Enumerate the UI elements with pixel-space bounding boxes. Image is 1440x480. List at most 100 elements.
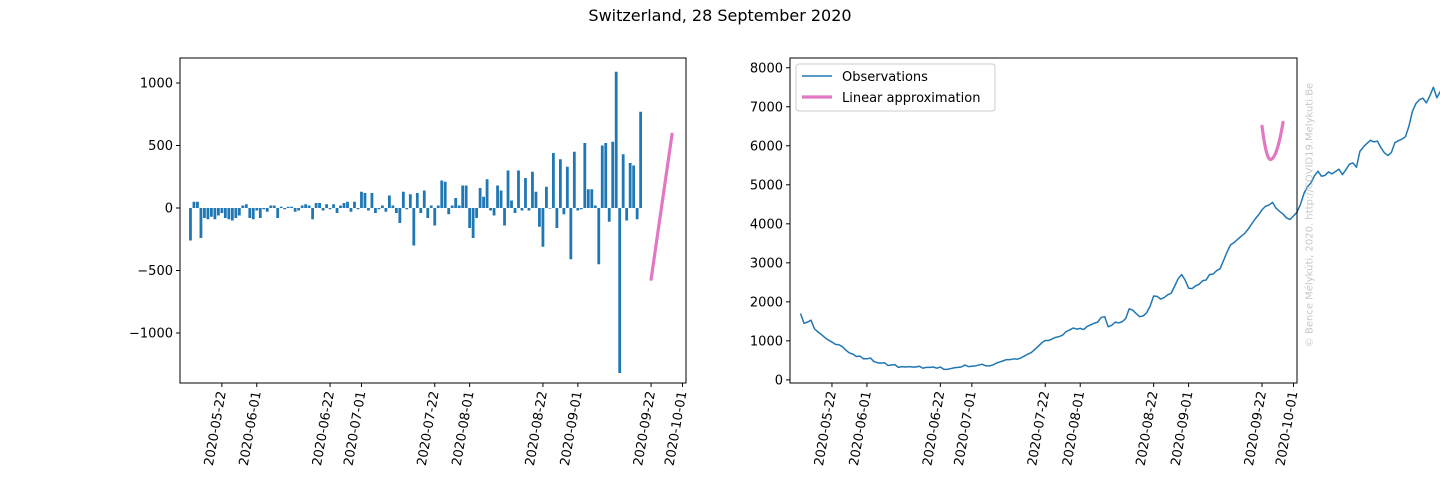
watermark-label: © Bence Mélykúti, 2020. http://COVID19.M…	[1304, 82, 1316, 348]
data-bar	[269, 205, 273, 208]
data-bar	[485, 179, 489, 208]
data-bar	[223, 208, 227, 218]
data-bar	[562, 208, 566, 215]
data-bar	[572, 151, 576, 208]
data-bar	[569, 208, 573, 260]
x-tick-label: 2020-08-01	[450, 390, 478, 467]
data-bar	[401, 191, 405, 208]
x-tick-label: 2020-05-22	[202, 390, 230, 467]
data-bar	[258, 208, 262, 218]
data-bar	[433, 208, 437, 226]
plot-frame	[179, 57, 687, 384]
data-bar	[353, 201, 356, 208]
data-bar	[262, 208, 266, 210]
data-bar	[639, 111, 643, 208]
data-bar	[499, 190, 503, 208]
data-bar	[360, 191, 363, 208]
y-tick-label: 8000	[750, 61, 783, 76]
x-tick-label: 2020-07-22	[415, 390, 443, 467]
data-bar	[555, 208, 559, 228]
data-bar	[234, 208, 238, 218]
data-bar	[387, 195, 391, 208]
data-bar	[189, 208, 192, 241]
data-bar	[272, 205, 276, 208]
data-bar	[586, 189, 590, 208]
y-tick-label: 1000	[140, 77, 173, 92]
data-bar	[300, 205, 304, 208]
y-tick-label: 500	[148, 139, 173, 154]
x-tick-label: 2020-06-01	[847, 390, 875, 467]
data-bar	[293, 208, 297, 212]
data-bar	[517, 170, 520, 208]
data-bar	[545, 186, 548, 208]
data-bar	[328, 208, 332, 210]
data-bar	[527, 208, 531, 211]
data-bar	[356, 208, 360, 210]
y-tick-label: 3000	[750, 256, 783, 271]
data-bar	[632, 165, 636, 208]
y-tick-label: 0	[775, 373, 783, 388]
y-tick-label: 6000	[750, 139, 783, 154]
data-bar	[538, 208, 541, 227]
data-bar	[318, 203, 321, 208]
data-bar	[429, 205, 433, 208]
data-bar	[478, 188, 482, 208]
data-bar	[492, 208, 496, 216]
y-tick-label: 4000	[750, 217, 783, 232]
y-tick-label: −1000	[129, 327, 173, 342]
data-bar	[461, 185, 465, 208]
x-tick-label: 2020-06-22	[310, 390, 338, 467]
x-tick-label: 2020-08-22	[523, 390, 551, 467]
data-bar	[374, 208, 377, 213]
data-bar	[468, 208, 472, 228]
data-bar	[436, 205, 440, 208]
data-bar	[531, 171, 534, 208]
x-tick-label: 2020-06-01	[237, 390, 265, 467]
data-bar	[377, 208, 381, 210]
data-bar	[551, 153, 555, 208]
y-tick-label: 5000	[750, 178, 783, 193]
x-tick-label: 2020-05-22	[812, 390, 840, 467]
data-bar	[412, 208, 416, 246]
approximation-line	[649, 132, 674, 281]
data-bar	[335, 208, 339, 213]
legend: Observations Linear approximation	[795, 63, 996, 112]
data-bar	[426, 208, 430, 218]
data-bar	[583, 143, 587, 208]
x-tick-label: 2020-09-22	[1242, 390, 1270, 467]
data-bar	[346, 201, 349, 208]
data-bar	[297, 208, 301, 211]
data-bar	[635, 208, 639, 220]
y-tick-label: 1000	[750, 334, 783, 349]
data-bar	[614, 71, 618, 208]
data-bar	[405, 208, 409, 210]
daily-change-bar-chart: −1000 −500 0 500 1000 2020-05-22 2020-06-01 202…	[129, 57, 691, 467]
data-bar	[422, 190, 426, 208]
data-bar	[454, 198, 458, 208]
data-bar	[339, 205, 342, 208]
data-bar	[450, 205, 454, 208]
x-tick-label: 2020-09-01	[1169, 390, 1197, 467]
data-bar	[311, 208, 315, 220]
x-tick-label: 2020-09-01	[558, 390, 586, 467]
data-bar	[206, 208, 210, 220]
data-bar	[520, 208, 524, 211]
x-tick-label: 2020-07-01	[952, 390, 980, 467]
data-bar	[503, 208, 506, 226]
data-bar	[391, 205, 395, 208]
data-bar	[541, 208, 545, 247]
legend-box	[795, 63, 996, 112]
data-bar	[192, 201, 196, 208]
data-bar	[349, 208, 353, 212]
data-bar	[241, 205, 245, 208]
data-bar	[314, 203, 318, 208]
data-bar	[342, 203, 346, 208]
data-bar	[290, 206, 294, 208]
data-bar	[447, 208, 451, 215]
figure-title: Switzerland, 28 September 2020	[588, 6, 852, 25]
data-bar	[621, 154, 625, 208]
data-bar	[600, 145, 604, 208]
data-bar	[618, 208, 622, 373]
plot-frame	[789, 57, 1298, 384]
x-tick-label: 2020-10-01	[663, 390, 691, 467]
